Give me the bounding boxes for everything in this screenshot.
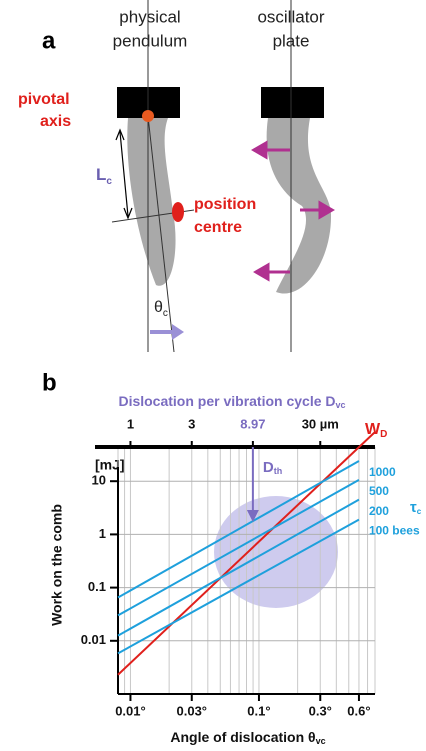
main: W	[365, 421, 381, 438]
panel-label: b	[42, 369, 57, 396]
pivot-label: axis	[40, 113, 71, 130]
shift-arrow-head	[172, 324, 184, 340]
tau-label: τc	[410, 499, 422, 516]
plate-body	[266, 118, 332, 294]
arrow-head	[253, 262, 270, 282]
series-line	[117, 478, 360, 617]
length-arrow	[119, 131, 129, 217]
x2-tick-label: 1	[127, 416, 134, 431]
x-tick-label: 0.1°	[247, 703, 270, 718]
panel-b: b [mJ] Work on the comb 0.01 0.1 1 10 0.01° 0…	[42, 369, 422, 746]
main: θ	[154, 299, 163, 316]
series-line	[117, 460, 360, 599]
panel-label: a	[42, 27, 56, 54]
main: L	[96, 165, 106, 184]
y-tick-label: 0.01	[81, 632, 106, 647]
x2-tick-label: 3	[188, 416, 195, 431]
threshold-zone	[214, 496, 338, 608]
main: Angle of dislocation θ	[170, 729, 315, 745]
arrow-heads	[115, 128, 133, 220]
centre-dot	[172, 202, 184, 222]
x-tick-label: 0.6°	[347, 703, 370, 718]
plate-arrows	[251, 140, 335, 282]
threshold-label: Dth	[263, 459, 282, 476]
x2-tick-label: 8.97	[240, 416, 265, 431]
pivot-dot	[142, 110, 154, 122]
legend-label: WD	[365, 421, 387, 439]
x2-tick-label: 30 µm	[302, 416, 339, 431]
pivot-label: pivotal	[18, 91, 70, 108]
title-line: pendulum	[113, 31, 188, 50]
x-axis-title: Angle of dislocation θvc	[170, 729, 325, 747]
sub: D	[380, 429, 387, 440]
y-axis-title: Work on the comb	[49, 504, 65, 626]
x2-axis-title: Dislocation per vibration cycle Dvc	[118, 393, 345, 411]
x-tick-label: 0.3°	[309, 703, 332, 718]
main: Dislocation per vibration cycle D	[118, 393, 335, 409]
y-tick-label: 0.1	[88, 579, 106, 594]
y-unit: [mJ]	[95, 457, 125, 473]
sub: c	[106, 176, 112, 187]
arrow-head	[251, 140, 268, 160]
x-tick-label: 0.01°	[115, 703, 146, 718]
arrow-head	[318, 200, 335, 220]
pendulum-body	[127, 118, 176, 286]
legend-label: 1000	[369, 465, 396, 479]
centre-label: position	[194, 196, 256, 213]
sub: vc	[336, 400, 346, 410]
legend-label: 500	[369, 484, 389, 498]
length-label: Lc	[96, 165, 112, 186]
legend-label: 100 bees	[369, 524, 420, 538]
series-line	[117, 431, 376, 676]
x-tick-label: 0.03°	[177, 703, 208, 718]
sub: c	[417, 507, 422, 516]
main: D	[263, 459, 274, 476]
centre-label: centre	[194, 219, 242, 236]
y-tick-label: 10	[92, 473, 106, 488]
sub: c	[163, 308, 168, 319]
series-line	[117, 498, 360, 637]
y-tick-label: 1	[99, 526, 106, 541]
main: τ	[410, 499, 417, 516]
panel-a: a physical pendulum oscillator plate piv…	[18, 0, 335, 353]
sub: vc	[316, 736, 326, 746]
sub: th	[274, 466, 283, 476]
tilted-line	[147, 115, 175, 353]
clamp	[261, 87, 324, 118]
legend-label: 200	[369, 504, 389, 518]
angle-label: θc	[154, 299, 168, 318]
series-line	[117, 518, 360, 655]
title-line: physical	[119, 7, 180, 26]
threshold-arrow-head	[246, 510, 259, 522]
